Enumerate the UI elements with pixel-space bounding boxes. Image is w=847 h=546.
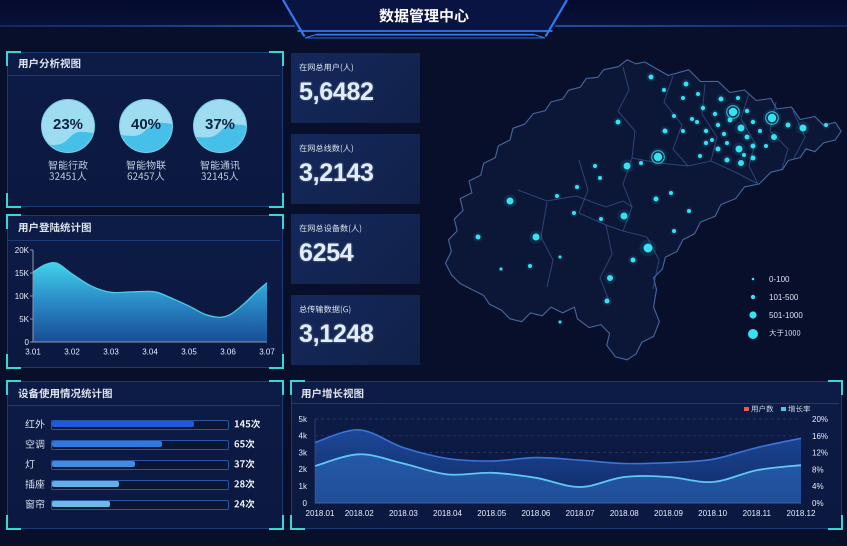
svg-text:2018.08: 2018.08	[610, 509, 639, 518]
svg-text:4k: 4k	[299, 432, 308, 441]
svg-text:2018.09: 2018.09	[654, 509, 683, 518]
svg-text:2018.12: 2018.12	[787, 509, 816, 518]
svg-text:3.04: 3.04	[142, 348, 158, 357]
svg-text:12%: 12%	[812, 449, 828, 458]
svg-text:5K: 5K	[19, 315, 29, 324]
svg-text:8%: 8%	[812, 465, 824, 474]
svg-text:501-1000: 501-1000	[769, 311, 803, 320]
svg-text:2018.03: 2018.03	[389, 509, 418, 518]
svg-text:3.01: 3.01	[25, 348, 41, 357]
svg-text:0%: 0%	[812, 499, 824, 508]
svg-text:2k: 2k	[299, 465, 308, 474]
svg-text:2018.01: 2018.01	[306, 509, 335, 518]
svg-text:3.05: 3.05	[181, 348, 197, 357]
svg-text:2018.05: 2018.05	[477, 509, 506, 518]
svg-text:20K: 20K	[15, 246, 30, 255]
svg-text:20%: 20%	[812, 415, 828, 424]
svg-text:2018.11: 2018.11	[743, 509, 772, 518]
svg-text:15K: 15K	[15, 269, 30, 278]
svg-text:2018.07: 2018.07	[566, 509, 595, 518]
svg-text:2018.10: 2018.10	[698, 509, 727, 518]
svg-text:10K: 10K	[15, 292, 30, 301]
svg-text:3.03: 3.03	[103, 348, 119, 357]
svg-text:5k: 5k	[299, 415, 308, 424]
svg-text:1k: 1k	[299, 482, 308, 491]
svg-text:3.02: 3.02	[64, 348, 80, 357]
svg-text:3.07: 3.07	[259, 348, 275, 357]
svg-text:0: 0	[303, 499, 308, 508]
svg-text:2018.06: 2018.06	[521, 509, 550, 518]
svg-text:2018.02: 2018.02	[345, 509, 374, 518]
svg-text:2018.04: 2018.04	[433, 509, 462, 518]
svg-text:101-500: 101-500	[769, 293, 799, 302]
svg-text:0: 0	[25, 338, 30, 347]
svg-text:4%: 4%	[812, 482, 824, 491]
svg-text:16%: 16%	[812, 432, 828, 441]
svg-text:3.06: 3.06	[220, 348, 236, 357]
svg-text:3k: 3k	[299, 448, 308, 457]
svg-text:0-100: 0-100	[769, 275, 790, 284]
